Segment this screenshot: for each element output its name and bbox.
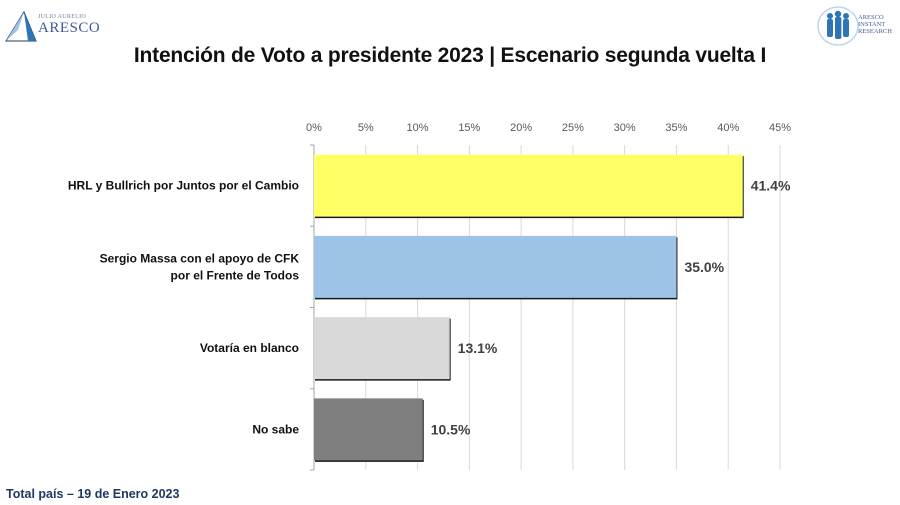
aresco-logo: JULIO AURELIO ARESCO <box>4 8 100 44</box>
category-label: No sabe <box>252 422 299 436</box>
x-tick-label: 15% <box>458 122 480 134</box>
logo-line: INSTANT <box>858 21 886 28</box>
x-tick-label: 40% <box>717 122 739 134</box>
x-tick-label: 25% <box>562 122 584 134</box>
bar <box>314 398 423 461</box>
people-group-logo-icon <box>817 6 859 46</box>
category-label: por el Frente de Todos <box>171 268 300 282</box>
aresco-instant-research-logo: ARESCO INSTANT RESEARCH <box>816 4 900 48</box>
logo-line: ARESCO <box>858 14 884 21</box>
bar <box>314 235 677 298</box>
logo-line: RESEARCH <box>858 28 892 35</box>
x-tick-label: 30% <box>614 122 636 134</box>
x-tick-label: 45% <box>769 122 791 134</box>
chart-title: Intención de Voto a presidente 2023 | Es… <box>133 44 767 67</box>
data-label: 35.0% <box>684 259 724 275</box>
bar <box>314 317 450 380</box>
x-tick-label: 0% <box>306 122 322 134</box>
triangle-logo-icon <box>5 10 37 42</box>
bar <box>314 154 743 217</box>
x-tick-label: 20% <box>510 122 532 134</box>
category-label: Sergio Massa con el apoyo de CFK <box>100 251 300 265</box>
x-tick-label: 35% <box>665 122 687 134</box>
category-label: Votaría en blanco <box>200 341 299 355</box>
data-label: 10.5% <box>431 421 471 437</box>
x-tick-label: 5% <box>358 122 374 134</box>
logo-brand-text: ARESCO <box>38 20 101 36</box>
logo-top-text: JULIO AURELIO <box>38 14 87 20</box>
data-label: 41.4% <box>751 178 791 194</box>
x-tick-label: 10% <box>407 122 429 134</box>
category-label: HRL y Bullrich por Juntos por el Cambio <box>68 179 299 193</box>
data-label: 13.1% <box>458 340 498 356</box>
footer-note: Total país – 19 de Enero 2023 <box>6 487 180 501</box>
